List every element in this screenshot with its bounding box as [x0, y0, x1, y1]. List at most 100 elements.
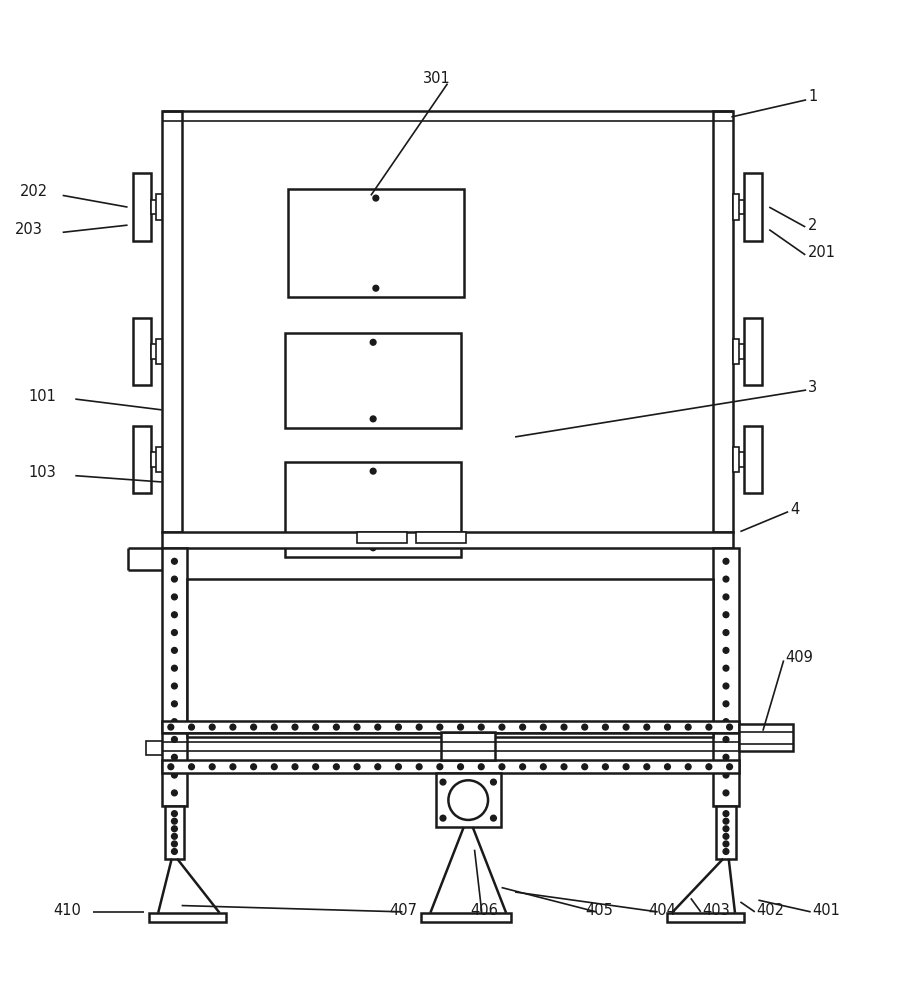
Circle shape: [490, 815, 496, 821]
Text: 101: 101: [28, 389, 56, 404]
Text: 401: 401: [812, 903, 840, 918]
Circle shape: [189, 724, 194, 730]
Circle shape: [457, 724, 463, 730]
Bar: [164, 806, 184, 859]
Circle shape: [478, 764, 484, 770]
Circle shape: [271, 724, 277, 730]
Bar: [435, 773, 500, 827]
Circle shape: [370, 339, 376, 345]
Bar: [145, 741, 162, 755]
Bar: [187, 579, 712, 737]
Circle shape: [498, 764, 504, 770]
Bar: [285, 462, 461, 557]
Circle shape: [250, 724, 256, 730]
Text: 1: 1: [807, 89, 816, 104]
Bar: [162, 548, 187, 806]
Circle shape: [172, 737, 177, 742]
Circle shape: [172, 558, 177, 564]
Circle shape: [354, 764, 359, 770]
Circle shape: [172, 772, 177, 778]
Circle shape: [375, 724, 380, 730]
Circle shape: [229, 764, 236, 770]
Text: 403: 403: [702, 903, 730, 918]
Bar: [712, 111, 732, 532]
Bar: [441, 732, 495, 760]
Circle shape: [172, 833, 177, 839]
Bar: [156, 447, 162, 472]
Circle shape: [582, 724, 587, 730]
Text: 405: 405: [585, 903, 612, 918]
Circle shape: [172, 701, 177, 707]
Circle shape: [373, 285, 378, 291]
Circle shape: [722, 630, 728, 635]
Circle shape: [172, 719, 177, 725]
Circle shape: [705, 724, 711, 730]
Circle shape: [448, 780, 488, 820]
Circle shape: [172, 647, 177, 653]
Circle shape: [622, 764, 628, 770]
Circle shape: [172, 630, 177, 635]
Bar: [162, 532, 732, 548]
Bar: [732, 452, 743, 467]
Circle shape: [722, 790, 728, 796]
Text: 407: 407: [388, 903, 416, 918]
Circle shape: [602, 724, 608, 730]
Bar: [133, 318, 151, 385]
Circle shape: [722, 737, 728, 742]
Text: 404: 404: [647, 903, 675, 918]
Circle shape: [209, 724, 215, 730]
Circle shape: [643, 764, 649, 770]
Circle shape: [722, 849, 728, 854]
Circle shape: [457, 764, 463, 770]
Circle shape: [582, 764, 587, 770]
Bar: [715, 806, 735, 859]
Text: 409: 409: [785, 650, 813, 665]
Circle shape: [370, 545, 376, 551]
Bar: [421, 913, 511, 922]
Circle shape: [375, 764, 380, 770]
Circle shape: [396, 764, 401, 770]
Bar: [743, 318, 761, 385]
Bar: [162, 721, 738, 733]
Circle shape: [172, 790, 177, 796]
Bar: [133, 426, 151, 493]
Circle shape: [271, 764, 277, 770]
Circle shape: [172, 811, 177, 817]
Circle shape: [172, 841, 177, 847]
Circle shape: [664, 764, 670, 770]
Circle shape: [705, 764, 711, 770]
Circle shape: [643, 724, 649, 730]
Circle shape: [602, 764, 608, 770]
Circle shape: [540, 724, 545, 730]
Circle shape: [229, 724, 236, 730]
Circle shape: [722, 811, 728, 817]
Circle shape: [722, 701, 728, 707]
Circle shape: [172, 826, 177, 832]
Bar: [732, 194, 738, 220]
Circle shape: [373, 195, 378, 201]
Circle shape: [172, 612, 177, 618]
Circle shape: [312, 724, 318, 730]
Circle shape: [436, 724, 442, 730]
Circle shape: [168, 764, 173, 770]
Circle shape: [396, 724, 401, 730]
Circle shape: [722, 833, 728, 839]
Circle shape: [436, 764, 442, 770]
Circle shape: [561, 764, 566, 770]
Bar: [162, 111, 182, 532]
Circle shape: [415, 764, 422, 770]
Circle shape: [664, 724, 670, 730]
Circle shape: [440, 779, 445, 785]
Circle shape: [172, 665, 177, 671]
Circle shape: [440, 815, 445, 821]
Circle shape: [722, 818, 728, 824]
Circle shape: [172, 576, 177, 582]
Bar: [357, 532, 406, 543]
Bar: [712, 548, 738, 806]
Circle shape: [172, 849, 177, 854]
Text: 410: 410: [53, 903, 81, 918]
Circle shape: [498, 724, 504, 730]
Bar: [732, 200, 743, 214]
Circle shape: [540, 764, 545, 770]
Circle shape: [172, 818, 177, 824]
